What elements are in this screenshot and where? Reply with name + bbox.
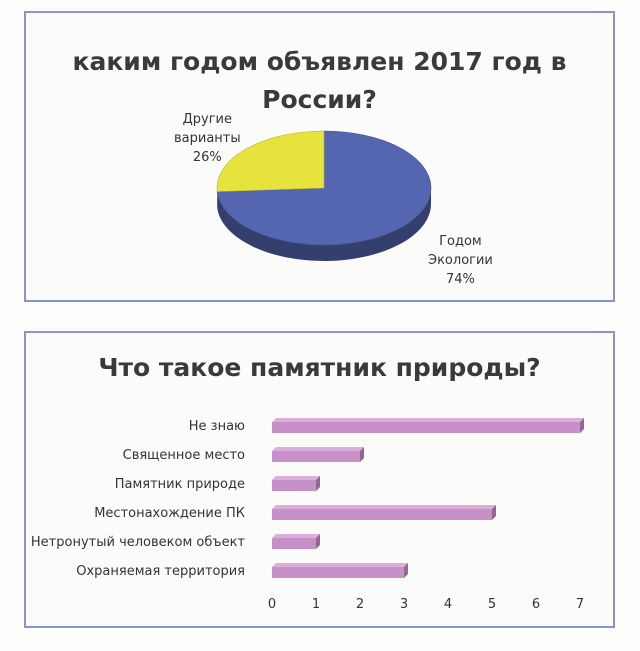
pie-chart [216,130,432,261]
pie-slice-side-0-0 [217,188,431,261]
x-tick-label: 3 [399,597,409,612]
pie-chart-title: каким годом объявлен 2017 год в России? [72,47,567,114]
slice-value-other: 26% [192,150,222,165]
x-tick-label: 5 [487,597,497,612]
x-tick-label: 1 [311,597,321,612]
bar [272,505,496,520]
bar [272,534,320,549]
category-label: Местонахождение ПК [94,505,245,521]
slice-label-ecology-line1: Годом [439,234,482,249]
x-tick-label: 2 [355,597,365,612]
bar [272,447,364,462]
x-tick-label: 0 [267,597,277,612]
category-label: Памятник природе [114,476,245,492]
bar-chart [272,418,584,578]
category-label: Нетронутый человеком объект [30,534,245,550]
bar [272,418,584,433]
category-label: Охраняемая территория [76,563,245,579]
slice-label-ecology: Годом Экологии 74% [428,232,493,289]
bar [272,563,408,578]
pie-slice-1 [216,130,325,192]
bar-chart-panel: Что такое памятник природы? Не знаю Свяще… [24,331,615,628]
slice-label-other-line2: варианты [174,131,241,146]
x-tick-label: 7 [575,597,585,612]
slice-label-other: Другие варианты 26% [174,110,241,167]
category-label: Не знаю [188,418,245,434]
slice-value-ecology: 74% [445,272,475,287]
x-tick-label: 4 [443,597,453,612]
slice-label-ecology-line2: Экологии [428,253,493,268]
x-tick-label: 6 [531,597,541,612]
bar-chart-title: Что такое памятник природы? [98,353,541,382]
slice-label-other-line1: Другие [182,112,233,127]
category-label: Священное место [122,447,245,463]
pie-chart-panel: каким годом объявлен 2017 год в России? … [24,11,615,302]
bar [272,476,320,491]
